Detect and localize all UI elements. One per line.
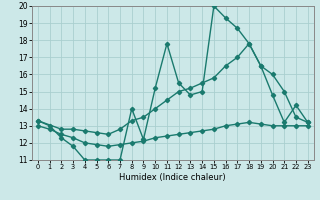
X-axis label: Humidex (Indice chaleur): Humidex (Indice chaleur) <box>119 173 226 182</box>
